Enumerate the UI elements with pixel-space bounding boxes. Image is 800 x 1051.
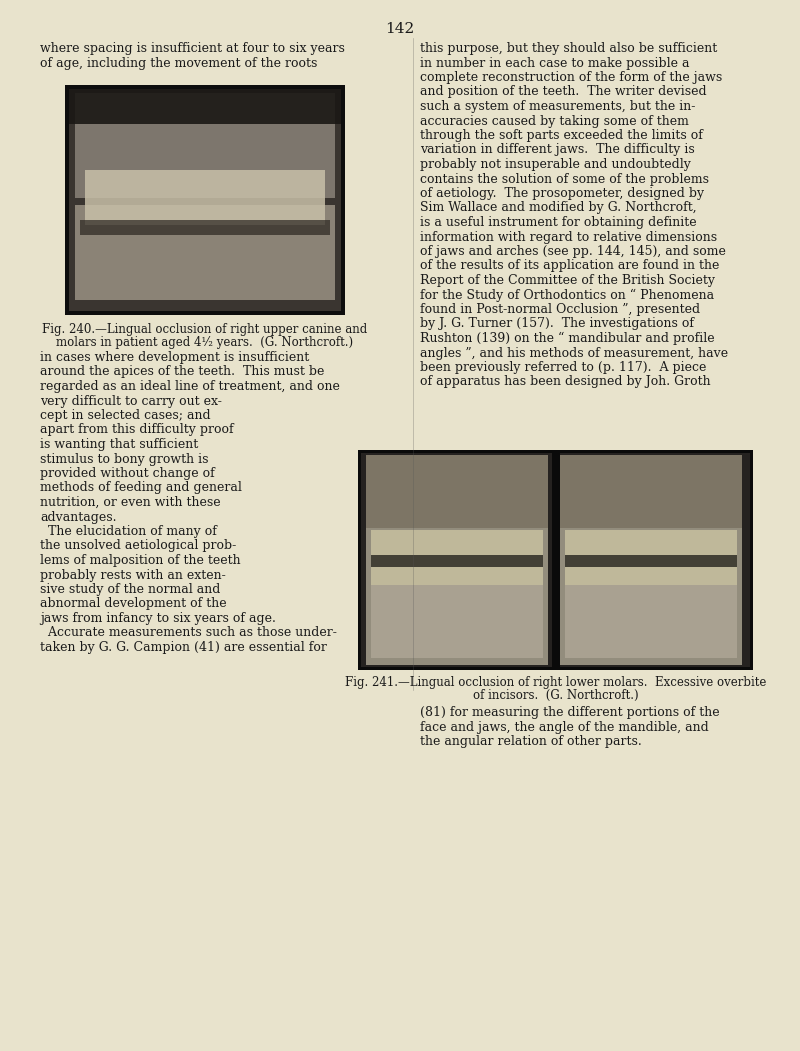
Text: of aetiology.  The prosopometer, designed by: of aetiology. The prosopometer, designed… bbox=[420, 187, 704, 200]
Text: Fig. 240.—Lingual occlusion of right upper canine and: Fig. 240.—Lingual occlusion of right upp… bbox=[42, 323, 368, 336]
Text: The elucidation of many of: The elucidation of many of bbox=[40, 526, 217, 538]
Text: of apparatus has been designed by Joh. Groth: of apparatus has been designed by Joh. G… bbox=[420, 375, 710, 389]
Bar bbox=[80, 220, 330, 235]
Bar bbox=[75, 205, 335, 300]
Text: of age, including the movement of the roots: of age, including the movement of the ro… bbox=[40, 57, 318, 69]
Text: such a system of measurements, but the in-: such a system of measurements, but the i… bbox=[420, 100, 695, 114]
Text: variation in different jaws.  The difficulty is: variation in different jaws. The difficu… bbox=[420, 144, 694, 157]
Text: probably rests with an exten-: probably rests with an exten- bbox=[40, 569, 226, 581]
Text: for the Study of Orthodontics on “ Phenomena: for the Study of Orthodontics on “ Pheno… bbox=[420, 289, 714, 302]
Text: the angular relation of other parts.: the angular relation of other parts. bbox=[420, 735, 642, 748]
Text: molars in patient aged 4¹⁄₂ years.  (G. Northcroft.): molars in patient aged 4¹⁄₂ years. (G. N… bbox=[57, 336, 354, 349]
Text: found in Post-normal Occlusion ”, presented: found in Post-normal Occlusion ”, presen… bbox=[420, 303, 700, 316]
Text: where spacing is insufficient at four to six years: where spacing is insufficient at four to… bbox=[40, 42, 345, 55]
Text: Rushton (139) on the “ mandibular and profile: Rushton (139) on the “ mandibular and pr… bbox=[420, 332, 714, 345]
Text: contains the solution of some of the problems: contains the solution of some of the pro… bbox=[420, 172, 709, 185]
Text: advantages.: advantages. bbox=[40, 511, 117, 523]
Text: is a useful instrument for obtaining definite: is a useful instrument for obtaining def… bbox=[420, 217, 697, 229]
Bar bbox=[552, 450, 560, 669]
Text: (81) for measuring the different portions of the: (81) for measuring the different portion… bbox=[420, 706, 720, 719]
Text: 142: 142 bbox=[386, 22, 414, 36]
Text: in number in each case to make possible a: in number in each case to make possible … bbox=[420, 57, 690, 69]
Bar bbox=[565, 555, 737, 566]
Text: this purpose, but they should also be sufficient: this purpose, but they should also be su… bbox=[420, 42, 718, 55]
Bar bbox=[371, 530, 543, 585]
Text: lems of malposition of the teeth: lems of malposition of the teeth bbox=[40, 554, 241, 566]
Text: probably not insuperable and undoubtedly: probably not insuperable and undoubtedly bbox=[420, 158, 691, 171]
Text: been previously referred to (p. 117).  A piece: been previously referred to (p. 117). A … bbox=[420, 360, 706, 374]
Bar bbox=[85, 170, 325, 225]
Bar bbox=[565, 585, 737, 658]
Bar bbox=[560, 455, 742, 665]
Text: is wanting that sufficient: is wanting that sufficient bbox=[40, 438, 198, 451]
Text: stimulus to bony growth is: stimulus to bony growth is bbox=[40, 453, 209, 466]
Text: Accurate measurements such as those under-: Accurate measurements such as those unde… bbox=[40, 626, 337, 639]
Bar bbox=[361, 453, 750, 667]
Text: sive study of the normal and: sive study of the normal and bbox=[40, 583, 220, 596]
Text: face and jaws, the angle of the mandible, and: face and jaws, the angle of the mandible… bbox=[420, 721, 709, 734]
Text: accuracies caused by taking some of them: accuracies caused by taking some of them bbox=[420, 115, 689, 127]
Text: the unsolved aetiological prob-: the unsolved aetiological prob- bbox=[40, 539, 236, 553]
Bar bbox=[75, 92, 335, 198]
Text: regarded as an ideal line of treatment, and one: regarded as an ideal line of treatment, … bbox=[40, 380, 340, 393]
Text: of jaws and arches (see pp. 144, 145), and some: of jaws and arches (see pp. 144, 145), a… bbox=[420, 245, 726, 257]
Bar bbox=[69, 89, 341, 311]
Text: by J. G. Turner (157).  The investigations of: by J. G. Turner (157). The investigation… bbox=[420, 317, 694, 330]
Text: provided without change of: provided without change of bbox=[40, 467, 214, 480]
Text: information with regard to relative dimensions: information with regard to relative dime… bbox=[420, 230, 717, 244]
Bar bbox=[69, 89, 341, 124]
Text: Fig. 241.—Lingual occlusion of right lower molars.  Excessive overbite: Fig. 241.—Lingual occlusion of right low… bbox=[345, 676, 766, 689]
Text: apart from this difficulty proof: apart from this difficulty proof bbox=[40, 424, 234, 436]
Text: through the soft parts exceeded the limits of: through the soft parts exceeded the limi… bbox=[420, 129, 703, 142]
Bar bbox=[366, 455, 548, 528]
Bar bbox=[65, 85, 345, 315]
Bar bbox=[565, 530, 737, 585]
Text: methods of feeding and general: methods of feeding and general bbox=[40, 481, 242, 495]
Bar bbox=[358, 450, 753, 669]
Bar bbox=[366, 455, 548, 665]
Text: cept in selected cases; and: cept in selected cases; and bbox=[40, 409, 210, 423]
Text: abnormal development of the: abnormal development of the bbox=[40, 598, 226, 611]
Text: jaws from infancy to six years of age.: jaws from infancy to six years of age. bbox=[40, 612, 276, 625]
Text: in cases where development is insufficient: in cases where development is insufficie… bbox=[40, 351, 310, 364]
Bar bbox=[371, 585, 543, 658]
Text: nutrition, or even with these: nutrition, or even with these bbox=[40, 496, 221, 509]
Text: of the results of its application are found in the: of the results of its application are fo… bbox=[420, 260, 719, 272]
Text: complete reconstruction of the form of the jaws: complete reconstruction of the form of t… bbox=[420, 71, 722, 84]
Text: angles ”, and his methods of measurement, have: angles ”, and his methods of measurement… bbox=[420, 347, 728, 359]
Text: and position of the teeth.  The writer devised: and position of the teeth. The writer de… bbox=[420, 85, 706, 99]
Text: around the apices of the teeth.  This must be: around the apices of the teeth. This mus… bbox=[40, 366, 324, 378]
Text: of incisors.  (G. Northcroft.): of incisors. (G. Northcroft.) bbox=[473, 689, 638, 702]
Text: Report of the Committee of the British Society: Report of the Committee of the British S… bbox=[420, 274, 715, 287]
Bar bbox=[371, 555, 543, 566]
Text: very difficult to carry out ex-: very difficult to carry out ex- bbox=[40, 394, 222, 408]
Bar bbox=[560, 455, 742, 528]
Text: taken by G. G. Campion (41) are essential for: taken by G. G. Campion (41) are essentia… bbox=[40, 641, 327, 654]
Text: Sim Wallace and modified by G. Northcroft,: Sim Wallace and modified by G. Northcrof… bbox=[420, 202, 697, 214]
